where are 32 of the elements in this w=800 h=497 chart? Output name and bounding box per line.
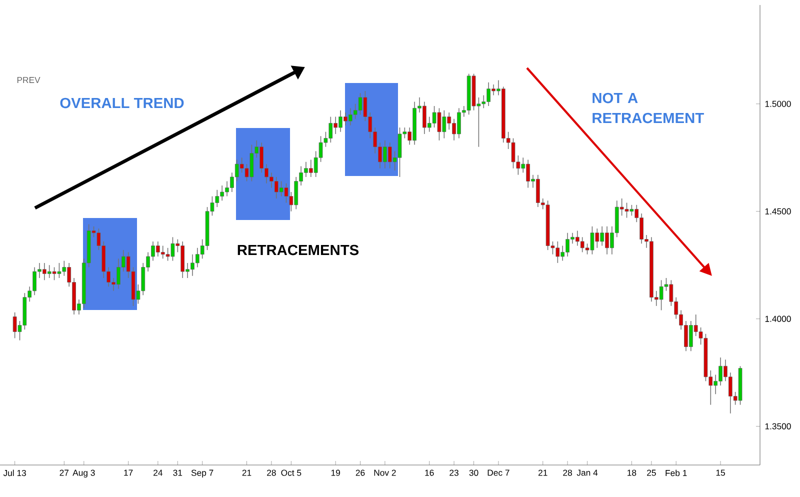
x-tick-label: 27	[60, 470, 69, 476]
x-tick-label: Sep 7	[191, 470, 214, 478]
x-tick-label: Dec 7	[488, 470, 510, 476]
x-tick-label: Feb 1	[666, 470, 687, 476]
x-tick-label: 21	[242, 470, 252, 476]
x-tick-label: Jul 13	[3, 470, 26, 476]
x-tick-label: 17	[124, 470, 133, 476]
x-tick-label: 16	[425, 470, 434, 476]
x-tick-label: Jan 4	[576, 470, 598, 476]
x-tick-label: 23	[450, 470, 458, 476]
x-tick-label: Aug 3	[72, 470, 95, 478]
x-tick-label: 30	[469, 470, 478, 476]
x-tick-label: 28	[267, 470, 276, 476]
y-tick-label: 1.4000	[765, 316, 791, 322]
x-tick-label: 24	[154, 470, 162, 476]
x-tick-label: 31	[173, 470, 182, 476]
y-tick-label: 1.5000	[765, 100, 791, 107]
x-tick-label: 15	[716, 470, 725, 476]
x-tick-label: 28	[563, 470, 572, 476]
x-tick-label: Oct 5	[281, 470, 302, 476]
y-tick-label: 1.4500	[765, 208, 791, 214]
x-tick-label: 25	[647, 470, 656, 476]
annotation: NOT A RETRACEMENT	[592, 92, 704, 124]
x-tick-label: 21	[538, 470, 548, 476]
annotation: RETRACEMENTS	[238, 244, 359, 256]
x-tick-label: Nov 2	[374, 470, 396, 476]
annotation: PREV	[17, 77, 40, 83]
annotation: OVERALL TREND	[60, 98, 184, 108]
y-tick-label: 1.3500	[765, 423, 791, 430]
x-tick-label: 26	[356, 470, 365, 476]
x-tick-label: 19	[331, 470, 340, 476]
x-tick-label: 18	[628, 470, 636, 476]
